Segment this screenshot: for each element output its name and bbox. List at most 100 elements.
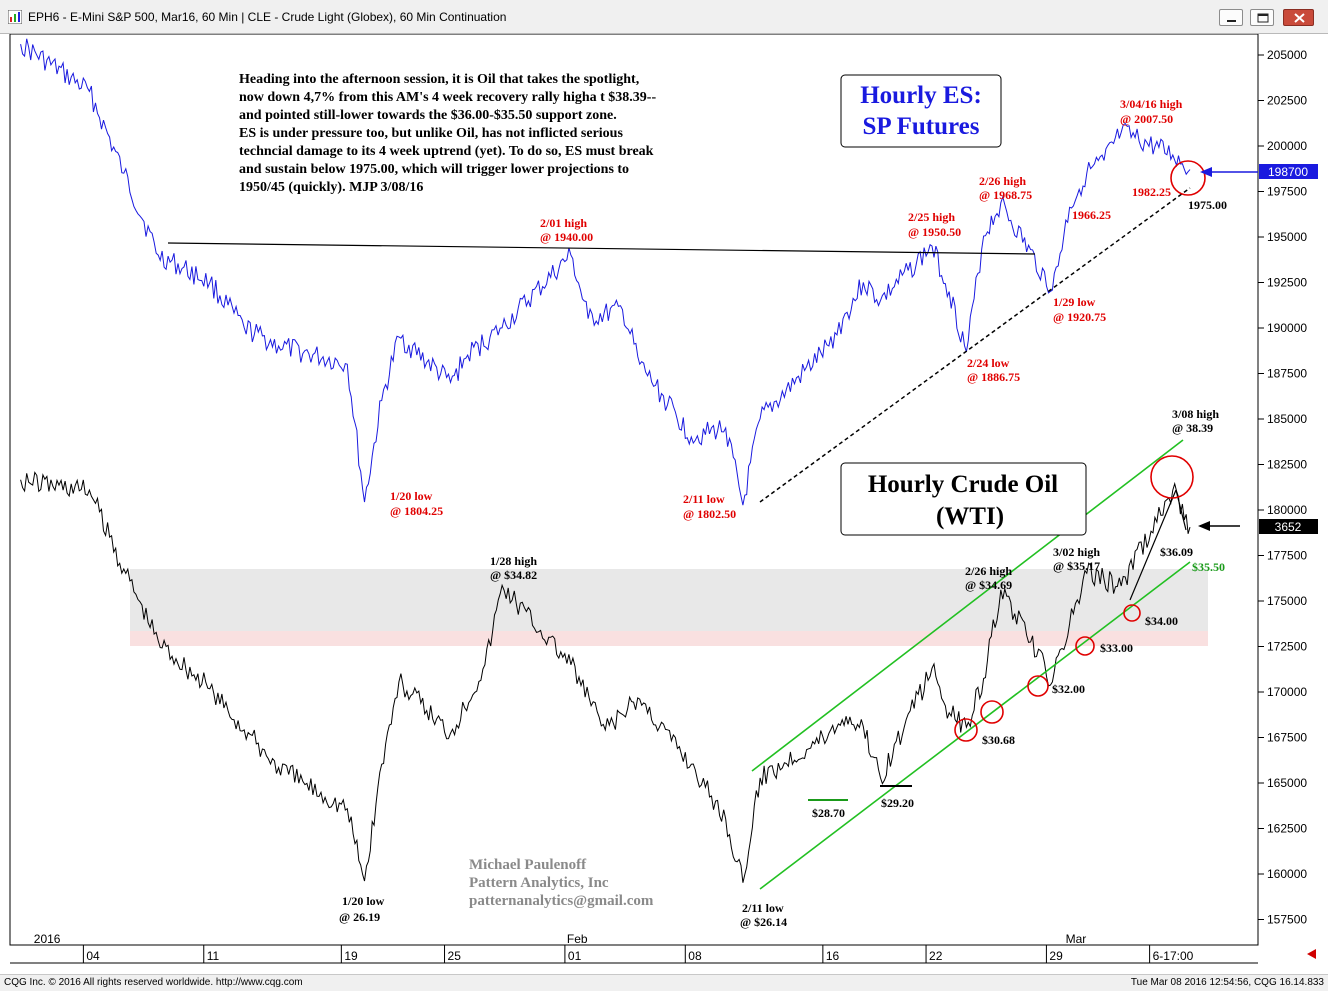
- es-ann-5-l2: @ 1968.75: [979, 188, 1032, 202]
- x-tick-label: 6-17:00: [1153, 949, 1194, 963]
- es-ann-4-l1: 2/25 high: [908, 210, 955, 224]
- commentary-line-5: techncial damage to its 4 week uptrend (…: [239, 144, 654, 159]
- copyright-text: CQG Inc. © 2016 All rights reserved worl…: [4, 977, 303, 988]
- es-title-line-2: SP Futures: [863, 113, 980, 140]
- commentary-line-3: and pointed still-lower towards the $36.…: [239, 108, 617, 123]
- y-tick-label: 162500: [1267, 822, 1307, 836]
- oil-ann-5-l1: 3/08 high: [1172, 407, 1219, 421]
- y-tick-label: 205000: [1267, 48, 1307, 62]
- oil-last-price-tag: 3652: [1198, 519, 1318, 534]
- x-tick-label: 01: [568, 949, 582, 963]
- es-ann-7-l2: @ 2007.50: [1120, 112, 1173, 126]
- x-tick-label: 08: [688, 949, 702, 963]
- x-period-label: Mar: [1066, 932, 1087, 946]
- es-ann-0-l1: 1/20 low: [390, 489, 433, 503]
- x-tick-label: 29: [1049, 949, 1063, 963]
- es-title-box: Hourly ES: SP Futures: [840, 74, 1002, 148]
- y-axis: 205000 202500 200000 197500 195000 192500 1900…: [1257, 34, 1307, 945]
- oil-channel-lower: [759, 561, 1191, 890]
- oil-ann-3-l1: 2/26 high: [965, 564, 1012, 578]
- oil-ann-7: $29.20: [881, 796, 914, 810]
- oil-ann-0-l1: 1/20 low: [342, 894, 385, 908]
- commentary-line-4: ES is under pressure too, but unlike Oil…: [239, 126, 623, 141]
- oil-ann-2-l2: @ $26.14: [740, 915, 787, 929]
- es-annotations: 1/20 low @ 1804.25 2/01 high @ 1940.00 2…: [390, 97, 1227, 521]
- oil-ann-10: $33.00: [1100, 641, 1133, 655]
- y-tick-label: 197500: [1267, 185, 1307, 199]
- oil-support-circle-3300: [1075, 636, 1095, 656]
- es-ann-2-l2: @ 1802.50: [683, 507, 736, 521]
- app-icon: [8, 10, 22, 24]
- y-tick-label: 190000: [1267, 321, 1307, 335]
- commentary: Heading into the afternoon session, it i…: [239, 72, 656, 195]
- oil-ann-2-l1: 2/11 low: [742, 901, 784, 915]
- es-last-price: 198700: [1268, 165, 1308, 179]
- y-tick-label: 167500: [1267, 731, 1307, 745]
- oil-last-price: 3652: [1275, 520, 1302, 534]
- es-ann-5-l1: 2/26 high: [979, 174, 1026, 188]
- y-tick-label: 157500: [1267, 913, 1307, 927]
- commentary-line-6: and sustain below 1975.00, which will tr…: [239, 162, 629, 177]
- timestamp-text: Tue Mar 08 2016 12:54:56, CQG 16.14.833: [1130, 977, 1324, 988]
- author-credit: Michael Paulenoff Pattern Analytics, Inc…: [469, 857, 654, 909]
- es-ann-0-l2: @ 1804.25: [390, 504, 443, 518]
- es-ann-9: 1982.25: [1132, 185, 1171, 199]
- y-tick-label: 192500: [1267, 276, 1307, 290]
- window-title: EPH6 - E-Mini S&P 500, Mar16, 60 Min | C…: [28, 10, 507, 24]
- y-tick-label: 170000: [1267, 685, 1307, 699]
- x-tick-label: 19: [344, 949, 358, 963]
- oil-support-circle-3068: [954, 718, 978, 742]
- x-tick-label: 04: [86, 949, 100, 963]
- es-price-line: [20, 38, 1191, 506]
- oil-support-circle-3400: [1123, 604, 1141, 622]
- x-tick-label: 11: [207, 949, 220, 963]
- close-icon: [1294, 13, 1305, 23]
- oil-ann-4-l1: 3/02 high: [1053, 545, 1100, 559]
- es-ann-7-l1: 3/04/16 high: [1120, 97, 1183, 111]
- y-tick-label: 185000: [1267, 412, 1307, 426]
- x-period-label: 2016: [34, 932, 61, 946]
- oil-ann-4-l2: @ $35.17: [1053, 559, 1100, 573]
- oil-ann-1-l2: @ $34.82: [490, 568, 537, 582]
- es-resistance-line: [167, 242, 1036, 255]
- oil-title-box: Hourly Crude Oil (WTI): [840, 462, 1087, 536]
- es-uptrend-line: [759, 187, 1191, 503]
- oil-channel-upper: [751, 439, 1184, 772]
- oil-support-circle-3200: [1027, 675, 1049, 697]
- commentary-line-2: now down 4,7% from this AM's 4 week reco…: [239, 90, 656, 105]
- oil-high-circle: [1150, 455, 1194, 499]
- oil-ann-1-l1: 1/28 high: [490, 554, 537, 568]
- oil-ann-12: $36.09: [1160, 545, 1193, 559]
- oil-ann-9: $32.00: [1052, 682, 1085, 696]
- oil-ann-0-l2: @ 26.19: [339, 910, 380, 924]
- es-ann-1-l1: 2/01 high: [540, 216, 587, 230]
- es-ann-1-l2: @ 1940.00: [540, 230, 593, 244]
- y-tick-label: 200000: [1267, 139, 1307, 153]
- restore-button[interactable]: [1250, 9, 1274, 26]
- oil-title-line-1: Hourly Crude Oil: [868, 471, 1058, 498]
- oil-price-line: [20, 471, 1191, 883]
- y-tick-label: 172500: [1267, 640, 1307, 654]
- y-tick-label: 180000: [1267, 503, 1307, 517]
- y-tick-label: 165000: [1267, 776, 1307, 790]
- restore-icon: [1257, 13, 1269, 23]
- scroll-left-arrow-icon[interactable]: [1307, 949, 1316, 959]
- close-button[interactable]: [1283, 9, 1314, 26]
- oil-thrust-line: [1129, 489, 1177, 601]
- credit-company: Pattern Analytics, Inc: [469, 875, 609, 891]
- es-ann-3-l1: 2/24 low: [967, 356, 1010, 370]
- es-highlight-circle: [1170, 160, 1206, 196]
- x-tick-label: 22: [929, 949, 943, 963]
- oil-ann-3-l2: @ $34.69: [965, 578, 1012, 592]
- status-bar: CQG Inc. © 2016 All rights reserved worl…: [0, 974, 1328, 991]
- chart-canvas: 205000 202500 200000 197500 195000 192500 1900…: [9, 34, 1318, 964]
- y-tick-label: 175000: [1267, 594, 1307, 608]
- y-tick-label: 187500: [1267, 367, 1307, 381]
- es-ann-2-l1: 2/11 low: [683, 492, 725, 506]
- minimize-button[interactable]: [1219, 9, 1243, 26]
- es-ann-10: 1975.00: [1188, 198, 1227, 212]
- x-tick-label: 25: [448, 949, 462, 963]
- x-axis: 04 11 19 25 01 08 16 22 29 6-17:00 2016 Feb Mar: [10, 932, 1258, 964]
- es-last-price-tag: 198700: [1200, 164, 1318, 179]
- x-period-label: Feb: [567, 932, 588, 946]
